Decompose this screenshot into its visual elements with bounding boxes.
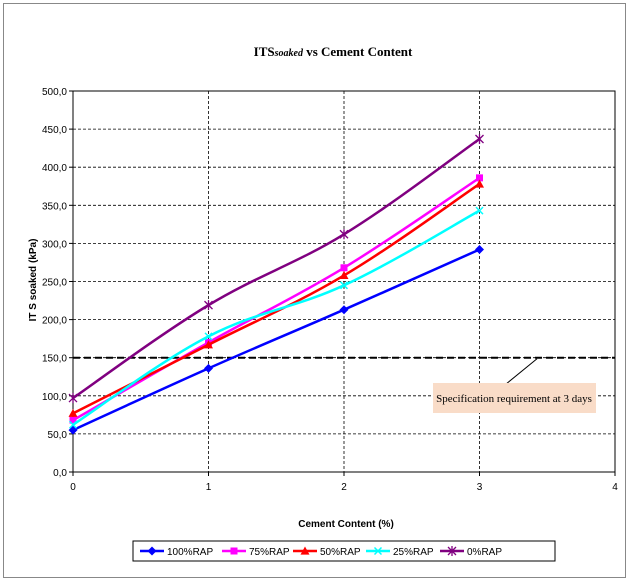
marker-triangle — [300, 546, 310, 555]
marker-x — [339, 281, 349, 290]
marker-diamond — [339, 305, 349, 315]
x-tick-label: 4 — [612, 482, 618, 493]
legend-label: 75%RAP — [249, 547, 290, 558]
x-tick-label: 3 — [477, 482, 483, 493]
y-tick-label: 200,0 — [42, 316, 67, 327]
marker-square — [476, 174, 483, 182]
annotation-box — [433, 383, 596, 413]
legend-item: 50%RAP — [293, 546, 361, 558]
marker-star — [339, 229, 349, 240]
axes — [69, 90, 616, 476]
legend-item: 100%RAP — [140, 546, 213, 558]
y-tick-label: 400,0 — [42, 163, 67, 174]
marker-triangle — [204, 340, 213, 349]
marker-star — [68, 393, 78, 404]
series-50pctrap — [68, 179, 484, 417]
y-tick-label: 100,0 — [42, 392, 67, 403]
specification-line: Specification requirement at 3 days — [73, 356, 615, 413]
y-tick-label: 0,0 — [53, 468, 67, 479]
marker-star — [447, 546, 457, 556]
marker-square — [230, 547, 238, 555]
marker-square — [340, 264, 348, 272]
legend: 100%RAP 75%RAP 50%RAP 25%RAP 0%RAP — [132, 540, 556, 562]
series-0pctrap — [68, 134, 484, 404]
legend-label: 0%RAP — [467, 547, 502, 558]
x-axis-label: Cement Content (%) — [298, 519, 394, 530]
legend-item: 75%RAP — [222, 547, 290, 558]
marker-triangle — [475, 179, 484, 188]
marker-diamond — [204, 363, 213, 373]
y-tick-label: 450,0 — [42, 125, 67, 136]
chart-title: ITSsoaked vs Cement Content — [254, 44, 413, 59]
legend-label: 25%RAP — [393, 547, 434, 558]
x-tick-label: 1 — [206, 482, 212, 493]
annotation-label: Specification requirement at 3 days — [436, 393, 592, 405]
series-line — [72, 248, 481, 432]
marker-x — [68, 420, 78, 429]
y-tick-label: 50,0 — [48, 430, 68, 441]
chart-title-main: ITS — [254, 44, 275, 59]
x-tick-label: 0 — [70, 482, 76, 493]
legend-label: 50%RAP — [320, 547, 361, 558]
chart-title-subscript: soaked — [274, 48, 304, 59]
y-axis-label: IT S soaked (kPa) — [28, 239, 39, 322]
grid-lines — [73, 91, 615, 472]
legend-label: 100%RAP — [167, 547, 213, 558]
y-tick-label: 150,0 — [42, 354, 67, 365]
marker-star — [475, 134, 484, 145]
series-25pctrap — [68, 206, 484, 429]
series-group — [68, 134, 484, 435]
marker-x — [373, 546, 383, 556]
y-tick-labels: 0,0 50,0 100,0 150,0 200,0 250,0 300,0 350,0 400… — [42, 87, 67, 479]
legend-item: 0%RAP — [440, 546, 502, 558]
legend-item: 25%RAP — [366, 546, 434, 558]
chart-title-rest: vs Cement Content — [303, 44, 413, 59]
x-tick-label: 2 — [341, 482, 347, 493]
series-75pctrap — [69, 174, 483, 424]
marker-star — [204, 300, 213, 311]
marker-diamond — [147, 546, 157, 556]
y-tick-label: 300,0 — [42, 239, 67, 250]
series-line — [72, 209, 481, 426]
marker-x — [204, 332, 213, 341]
marker-triangle — [68, 408, 78, 417]
marker-square — [69, 416, 77, 424]
y-tick-label: 350,0 — [42, 201, 67, 212]
series-line — [72, 176, 481, 422]
legend-box — [132, 540, 556, 562]
series-100pctrap — [68, 244, 484, 435]
series-line — [72, 137, 481, 400]
marker-triangle — [339, 270, 349, 280]
marker-x — [475, 206, 484, 215]
y-tick-label: 250,0 — [42, 278, 67, 289]
marker-diamond — [475, 244, 484, 254]
y-tick-label: 500,0 — [42, 87, 67, 98]
x-tick-labels: 0 1 2 3 4 — [70, 482, 618, 493]
